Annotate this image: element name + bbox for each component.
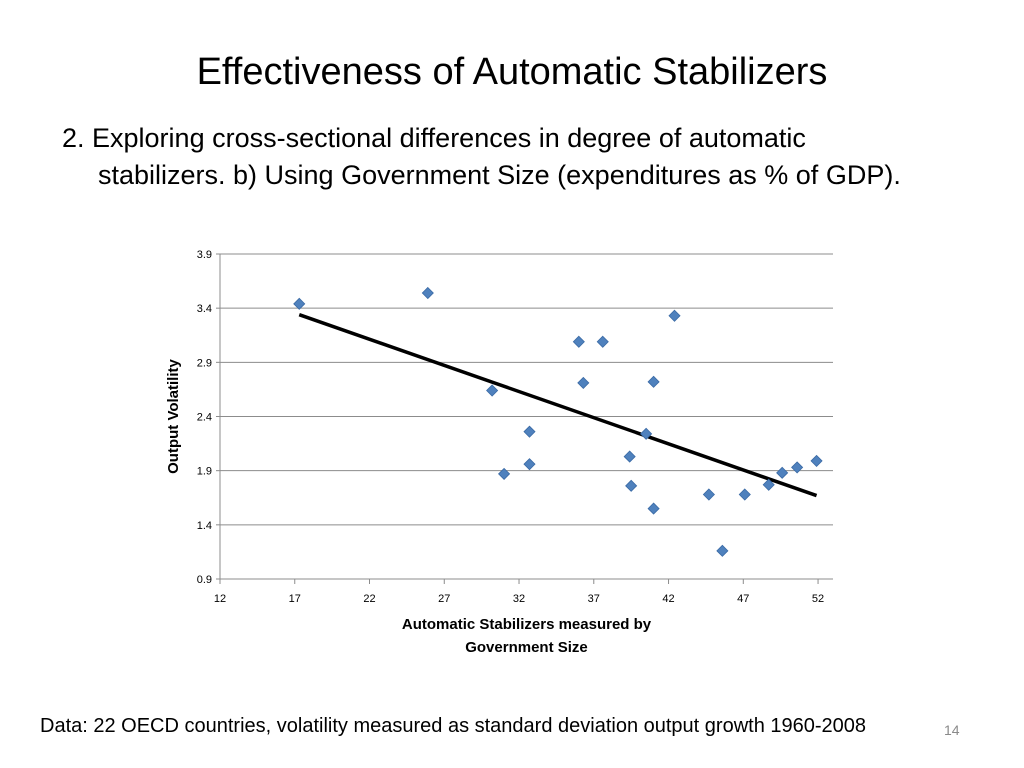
axes	[216, 253, 833, 584]
trendline	[298, 313, 818, 498]
data-point	[640, 427, 653, 440]
data-point	[623, 450, 636, 463]
x-tick-label: 17	[289, 593, 301, 605]
x-tick-label: 32	[513, 593, 525, 605]
bullet-text: 2. Exploring cross-sectional differences…	[62, 120, 1012, 194]
data-point	[738, 488, 751, 501]
x-tick-label: 42	[662, 593, 674, 605]
data-point	[498, 467, 511, 480]
data-point	[668, 309, 681, 322]
x-axis-label-line-2: Government Size	[465, 639, 588, 656]
data-point	[523, 425, 536, 438]
y-tick-label: 3.4	[197, 303, 212, 315]
x-tick-label: 47	[737, 593, 749, 605]
scatter-chart: 0.9 1.4 1.9 2.4 2.9 3.4 3.9 12 17 22 27 32 37 42 47 52…	[150, 238, 850, 673]
x-tick-label: 22	[363, 593, 375, 605]
data-point	[523, 458, 536, 471]
data-point	[647, 502, 660, 515]
data-point	[762, 478, 775, 491]
y-tick-label: 0.9	[197, 574, 212, 586]
x-axis-label-line-1: Automatic Stabilizers measured by	[402, 616, 652, 633]
data-point	[486, 384, 499, 397]
y-tick-label: 2.9	[197, 357, 212, 369]
y-tick-label: 1.4	[197, 520, 212, 532]
gridlines	[220, 253, 833, 526]
data-point	[625, 479, 638, 492]
data-point	[776, 466, 789, 479]
y-tick-label: 2.4	[197, 412, 212, 424]
data-point	[810, 454, 823, 467]
slide-title: Effectiveness of Automatic Stabilizers	[196, 51, 828, 93]
data-point	[791, 461, 804, 474]
bullet-line-2: stabilizers. b) Using Government Size (e…	[98, 160, 901, 190]
data-points	[293, 286, 823, 557]
x-tick-labels: 12 17 22 27 32 37 42 47 52	[214, 593, 824, 605]
y-axis-label: Output Volatility	[165, 358, 182, 473]
data-point	[647, 375, 660, 388]
data-point	[293, 297, 306, 310]
x-tick-label: 12	[214, 593, 226, 605]
data-point	[577, 376, 590, 389]
y-tick-labels: 0.9 1.4 1.9 2.4 2.9 3.4 3.9	[197, 249, 212, 586]
data-point	[716, 544, 729, 557]
data-point	[702, 488, 715, 501]
chart-svg: 0.9 1.4 1.9 2.4 2.9 3.4 3.9 12 17 22 27 32 37 42 47 52…	[165, 249, 833, 656]
data-point	[596, 335, 609, 348]
y-tick-label: 1.9	[197, 466, 212, 478]
x-tick-label: 37	[588, 593, 600, 605]
bullet-line-1: 2. Exploring cross-sectional differences…	[62, 123, 806, 153]
page-number: 14	[944, 722, 960, 738]
y-tick-label: 3.9	[197, 249, 212, 261]
footnote: Data: 22 OECD countries, volatility meas…	[40, 715, 867, 737]
trendline-group	[298, 313, 818, 498]
data-point	[572, 335, 585, 348]
x-tick-label: 52	[812, 593, 824, 605]
data-point	[421, 286, 434, 300]
x-tick-label: 27	[438, 593, 450, 605]
